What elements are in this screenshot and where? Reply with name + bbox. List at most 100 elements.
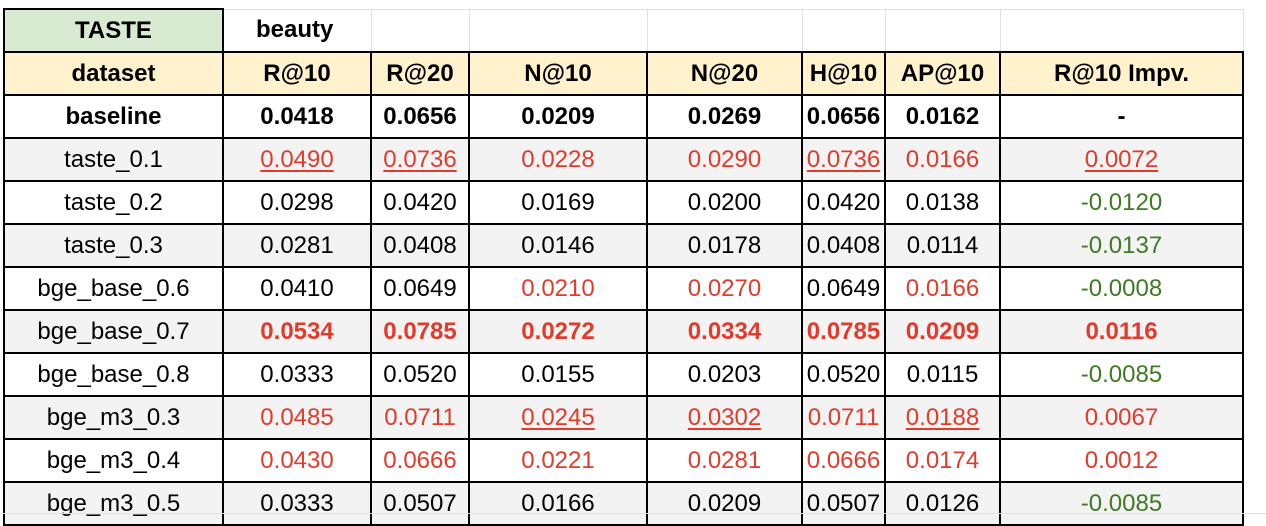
value-cell[interactable]: 0.0507 [370,481,470,526]
value-cell[interactable]: 0.0485 [222,395,372,440]
value-cell[interactable]: 0.0138 [884,180,1001,225]
row-label-cell[interactable]: bge_base_0.7 [3,309,224,354]
header-cell[interactable]: R@10 [222,51,372,96]
row-label-cell[interactable]: taste_0.1 [3,137,224,182]
value-cell[interactable]: 0.0298 [222,180,372,225]
value-cell[interactable]: 0.0114 [884,223,1001,268]
row-label-cell[interactable]: bge_base_0.8 [3,352,224,397]
empty-cell[interactable] [646,8,803,53]
value-cell[interactable]: 0.0333 [222,481,372,526]
value-cell[interactable]: 0.0420 [370,180,470,225]
empty-cell[interactable] [884,8,1001,53]
value-cell[interactable]: 0.0072 [999,137,1244,182]
value-cell[interactable]: 0.0067 [999,395,1244,440]
value-cell[interactable]: 0.0228 [468,137,648,182]
value-cell[interactable]: 0.0166 [884,266,1001,311]
value-cell[interactable]: 0.0711 [801,395,886,440]
row-label-cell[interactable]: bge_m3_0.5 [3,481,224,526]
value-cell[interactable]: 0.0534 [222,309,372,354]
row-label-cell[interactable]: taste_0.2 [3,180,224,225]
value-cell[interactable]: 0.0490 [222,137,372,182]
cell-text: 0.0174 [905,446,980,474]
selected-cell-taste[interactable]: TASTE [3,8,224,53]
value-cell[interactable]: 0.0188 [884,395,1001,440]
value-cell[interactable]: 0.0178 [646,223,803,268]
cell-text: 0.0166 [905,274,980,302]
value-cell[interactable]: 0.0126 [884,481,1001,526]
value-cell[interactable]: 0.0155 [468,352,648,397]
value-cell[interactable]: 0.0785 [801,309,886,354]
value-cell[interactable]: 0.0785 [370,309,470,354]
value-cell[interactable]: 0.0666 [801,438,886,483]
value-cell[interactable]: 0.0507 [801,481,886,526]
row-label-cell[interactable]: baseline [3,94,224,139]
header-cell[interactable]: R@10 Impv. [999,51,1244,96]
value-cell[interactable]: 0.0334 [646,309,803,354]
value-cell[interactable]: 0.0520 [801,352,886,397]
value-cell[interactable]: 0.0656 [801,94,886,139]
value-cell[interactable]: - [999,94,1244,139]
value-cell[interactable]: 0.0649 [370,266,470,311]
cell-dataset-name[interactable]: beauty [222,8,372,53]
value-cell[interactable]: 0.0736 [801,137,886,182]
value-cell[interactable]: -0.0120 [999,180,1244,225]
value-cell[interactable]: 0.0656 [370,94,470,139]
empty-cell[interactable] [468,8,648,53]
value-cell[interactable]: 0.0520 [370,352,470,397]
value-cell[interactable]: 0.0209 [646,481,803,526]
header-cell[interactable]: N@20 [646,51,803,96]
header-cell[interactable]: N@10 [468,51,648,96]
value-cell[interactable]: 0.0430 [222,438,372,483]
value-cell[interactable]: 0.0169 [468,180,648,225]
value-cell[interactable]: 0.0410 [222,266,372,311]
row-label-cell[interactable]: bge_m3_0.3 [3,395,224,440]
header-cell[interactable]: AP@10 [884,51,1001,96]
empty-cell[interactable] [999,8,1244,53]
value-cell[interactable]: 0.0012 [999,438,1244,483]
value-cell[interactable]: -0.0137 [999,223,1244,268]
value-cell[interactable]: 0.0302 [646,395,803,440]
row-label-cell[interactable]: bge_m3_0.4 [3,438,224,483]
value-cell[interactable]: 0.0210 [468,266,648,311]
value-cell[interactable]: -0.0085 [999,352,1244,397]
value-cell[interactable]: 0.0270 [646,266,803,311]
value-cell[interactable]: 0.0420 [801,180,886,225]
value-cell[interactable]: 0.0281 [222,223,372,268]
value-cell[interactable]: 0.0174 [884,438,1001,483]
value-cell[interactable]: 0.0245 [468,395,648,440]
value-cell[interactable]: 0.0115 [884,352,1001,397]
value-cell[interactable]: 0.0418 [222,94,372,139]
value-cell[interactable]: 0.0408 [801,223,886,268]
value-cell[interactable]: 0.0281 [646,438,803,483]
empty-cell[interactable] [370,8,470,53]
value-cell[interactable]: 0.0209 [468,94,648,139]
header-cell[interactable]: H@10 [801,51,886,96]
value-cell[interactable]: 0.0203 [646,352,803,397]
value-cell[interactable]: 0.0666 [370,438,470,483]
value-cell[interactable]: 0.0146 [468,223,648,268]
cell-text: 0.0281 [260,231,334,259]
header-cell[interactable]: dataset [3,51,224,96]
row-label-cell[interactable]: bge_base_0.6 [3,266,224,311]
value-cell[interactable]: 0.0649 [801,266,886,311]
value-cell[interactable]: 0.0711 [370,395,470,440]
value-cell[interactable]: 0.0408 [370,223,470,268]
value-cell[interactable]: -0.0085 [999,481,1244,526]
value-cell[interactable]: 0.0166 [468,481,648,526]
value-cell[interactable]: 0.0200 [646,180,803,225]
value-cell[interactable]: 0.0333 [222,352,372,397]
value-cell[interactable]: 0.0736 [370,137,470,182]
value-cell[interactable]: 0.0116 [999,309,1244,354]
value-cell[interactable]: 0.0166 [884,137,1001,182]
value-cell[interactable]: 0.0290 [646,137,803,182]
value-cell[interactable]: 0.0162 [884,94,1001,139]
empty-cell[interactable] [801,8,886,53]
header-cell[interactable]: R@20 [370,51,470,96]
value-cell[interactable]: 0.0221 [468,438,648,483]
value-cell[interactable]: 0.0272 [468,309,648,354]
value-cell[interactable]: 0.0269 [646,94,803,139]
value-cell[interactable]: 0.0209 [884,309,1001,354]
row-label-cell[interactable]: taste_0.3 [3,223,224,268]
value-cell[interactable]: -0.0008 [999,266,1244,311]
